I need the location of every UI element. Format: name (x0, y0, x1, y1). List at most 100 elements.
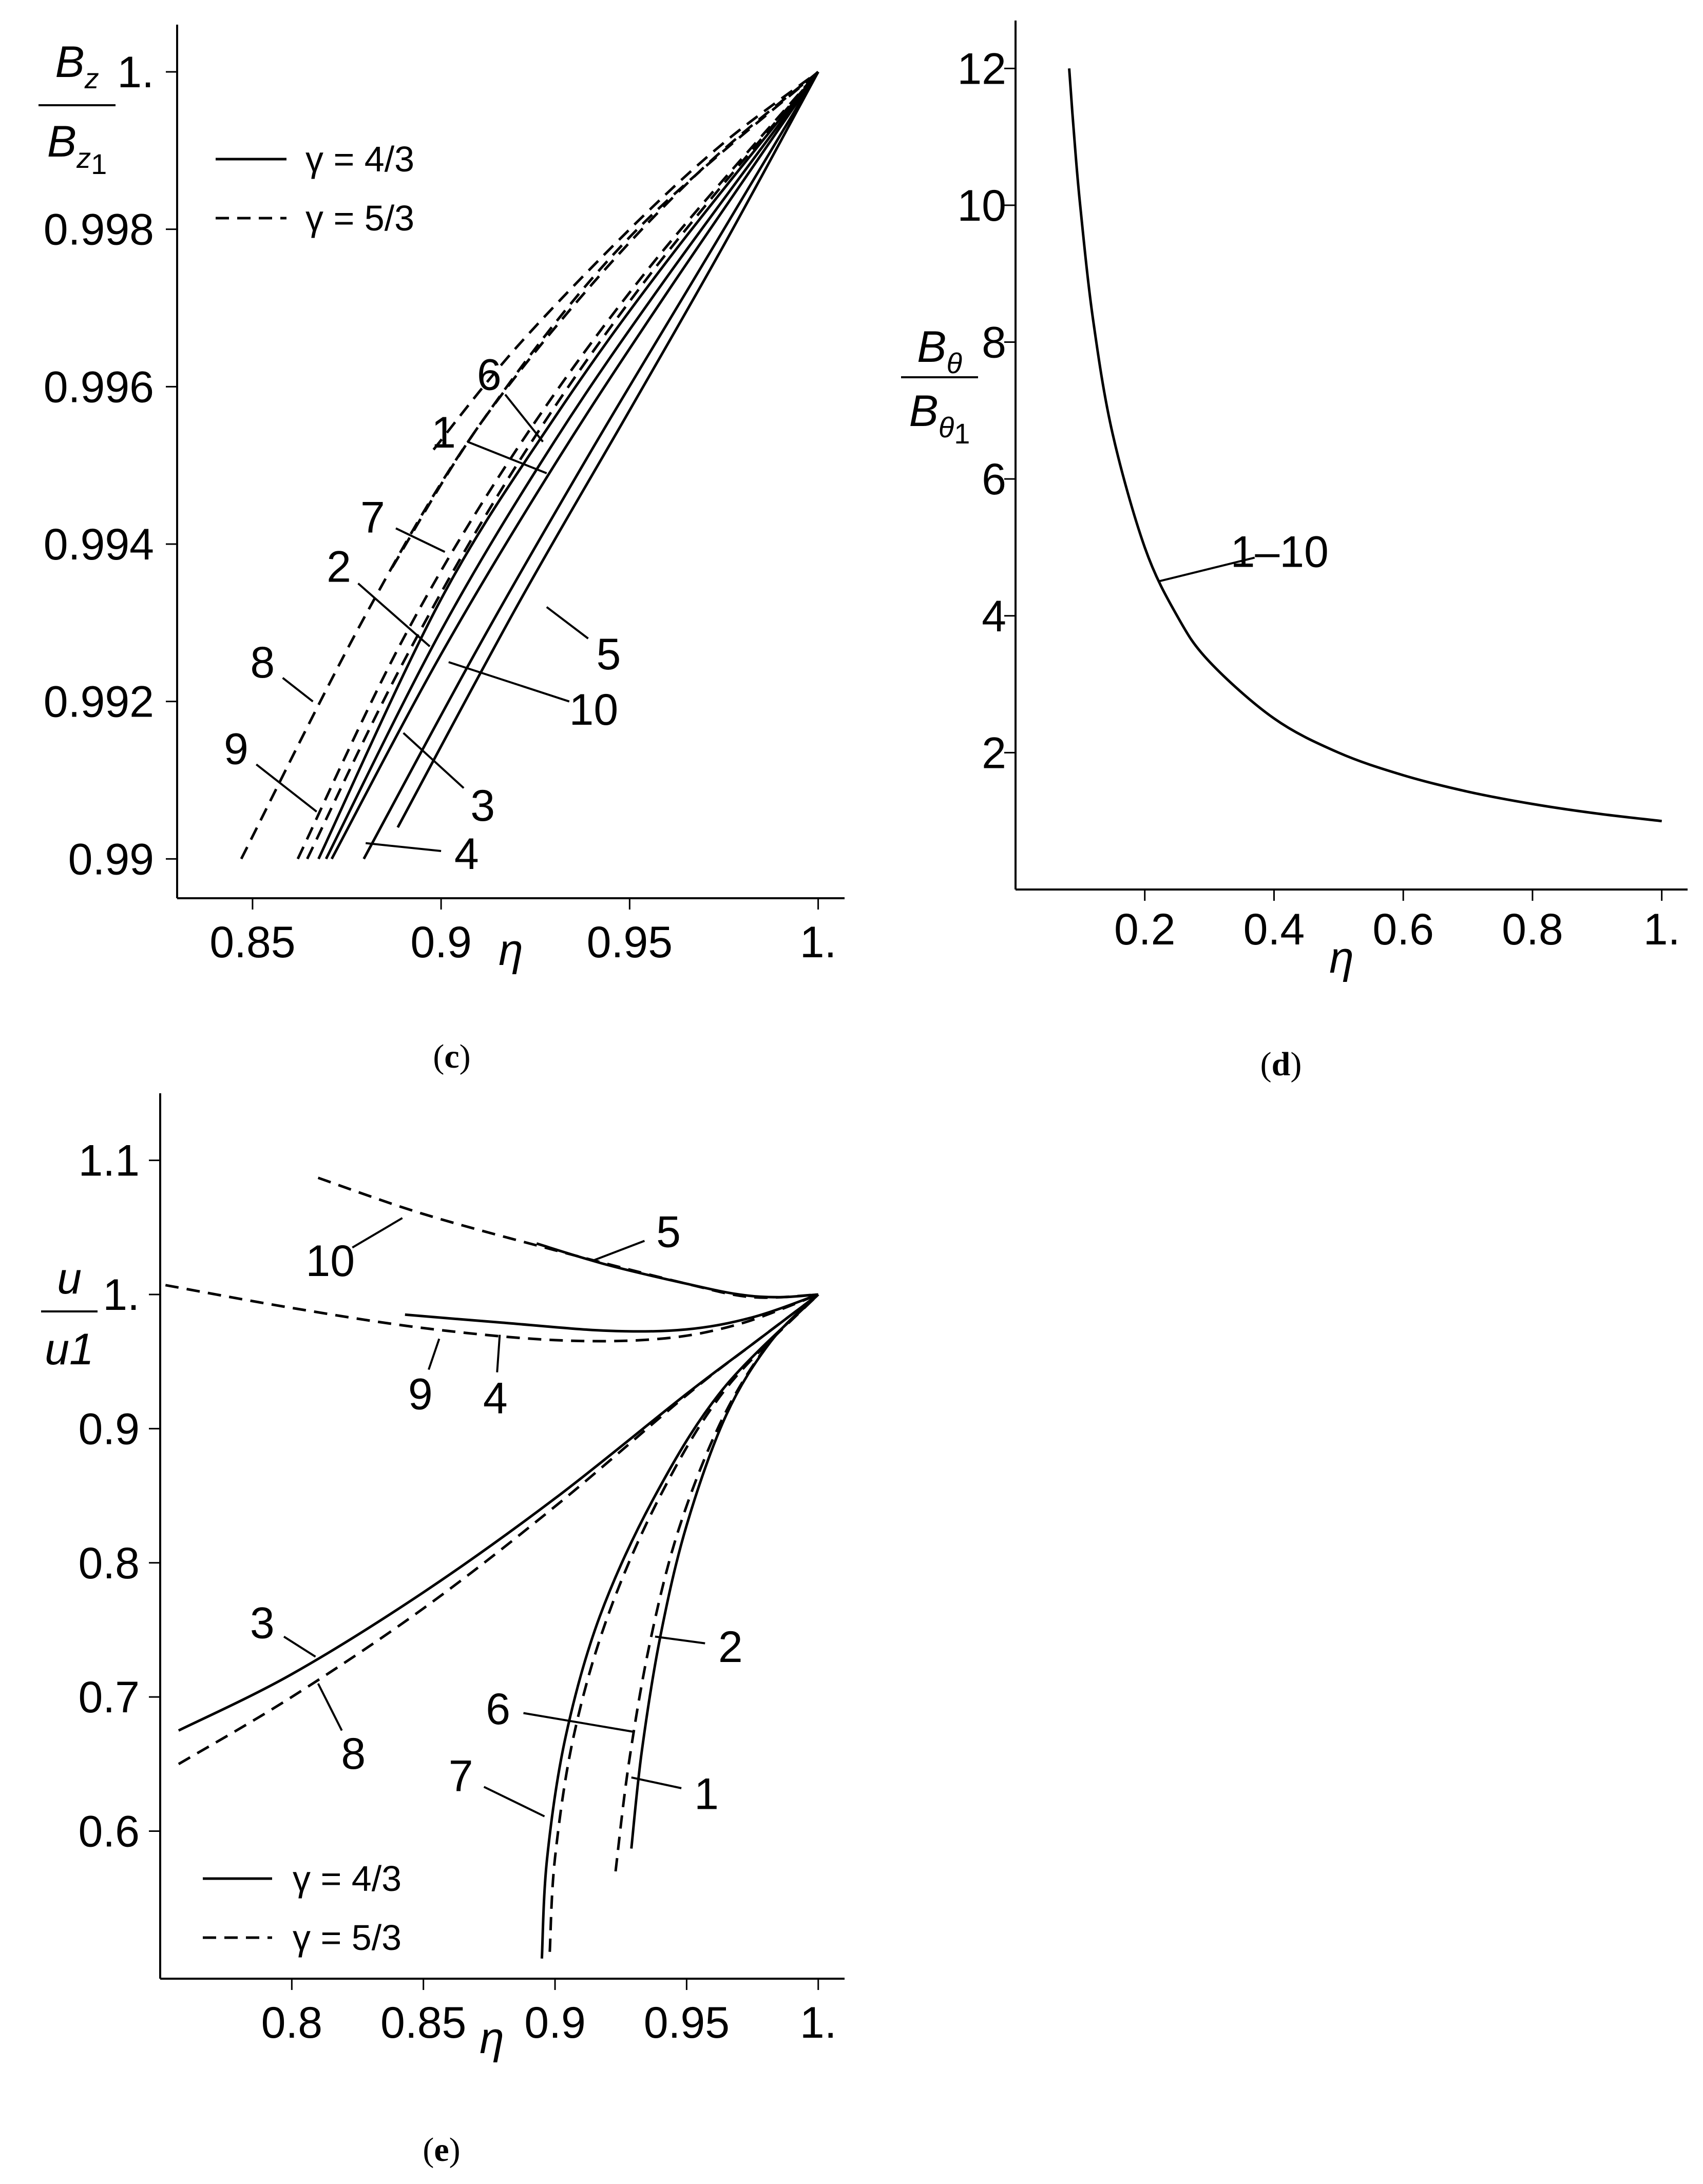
annotation-leader (1157, 556, 1255, 583)
y-tick-label: 0.6 (78, 1807, 140, 1857)
curve-label: 4 (483, 1374, 508, 1423)
curve-label: 10 (305, 1236, 355, 1286)
x-tick-label: 0.95 (587, 918, 673, 967)
svg-text:Bθ: Bθ (917, 322, 962, 379)
curve-label: 3 (470, 781, 495, 830)
x-tick-label: 0.9 (524, 1998, 586, 2047)
panel-c-chart: 0.85 0.9 0.95 1. 0.99 0.992 0.994 0.996 0.998 1. η… (39, 25, 845, 1075)
curve-label: 1 (431, 408, 456, 457)
annotation-leader (403, 732, 465, 789)
series-line-4 (405, 1293, 819, 1333)
legend-label: γ = 4/3 (305, 139, 414, 179)
x-tick-label: 0.9 (410, 918, 472, 967)
annotation-leader (655, 1635, 705, 1645)
annotation-leader (366, 842, 442, 852)
annotation-leader (428, 1338, 441, 1370)
annotation-leader (467, 440, 547, 474)
series-line-9 (165, 1284, 819, 1343)
curve-label: 8 (250, 638, 275, 687)
annotation-leader (448, 661, 570, 703)
curve-label: 9 (408, 1370, 433, 1419)
y-tick-label: 1.1 (78, 1136, 140, 1186)
curve-label: 1–10 (1231, 527, 1329, 576)
curve-label: 10 (569, 685, 619, 735)
x-axis-label: η (1329, 933, 1354, 982)
curve-label: 8 (341, 1729, 366, 1779)
series-line-10 (432, 71, 819, 451)
series-line-2 (324, 71, 819, 860)
x-axis-label: η (499, 925, 523, 975)
x-tick-label: 0.4 (1243, 905, 1305, 954)
curve-label: 5 (596, 630, 621, 679)
curve-label: 4 (454, 829, 479, 879)
y-axis-label: Bθ Bθ1 (901, 322, 978, 450)
annotation-leader (546, 606, 589, 640)
x-tick-label: 1. (1643, 905, 1680, 954)
y-tick-label: 4 (982, 592, 1006, 641)
legend-label: γ = 5/3 (293, 1918, 401, 1958)
y-tick-label: 0.998 (44, 205, 154, 255)
panel-caption: (c) (433, 1038, 470, 1075)
annotation-leader (357, 583, 431, 647)
x-tick-label: 1. (800, 1998, 837, 2047)
x-tick-label: 0.95 (644, 1998, 730, 2047)
y-axis-label: Bz Bz1 (39, 37, 116, 180)
series-line-3 (330, 71, 819, 860)
series-line-10 (317, 1176, 818, 1299)
x-tick-label: 0.8 (1502, 905, 1563, 954)
svg-text:u: u (57, 1254, 82, 1303)
y-tick-label: 10 (957, 181, 1006, 230)
y-tick-label: 0.8 (78, 1539, 140, 1588)
annotation-leader (256, 763, 317, 813)
series-line-2 (614, 1293, 819, 1872)
annotation-leader (283, 1635, 316, 1658)
y-tick-label: 6 (982, 455, 1006, 504)
y-tick-label: 1. (103, 1270, 140, 1320)
annotation-leader (504, 394, 544, 442)
curve-label: 5 (656, 1208, 681, 1257)
curve-label: 1 (694, 1769, 719, 1819)
curve-label: 9 (224, 725, 248, 774)
curve-label: 7 (360, 493, 385, 543)
series-line-1–10 (1068, 68, 1662, 823)
x-tick-label: 0.85 (209, 918, 295, 967)
curve-label: 6 (477, 351, 502, 400)
series-line-1 (317, 71, 819, 860)
y-tick-label: 2 (982, 728, 1006, 778)
annotation-leader (352, 1217, 403, 1249)
annotation-leader (523, 1712, 635, 1733)
series-line-4 (362, 71, 819, 860)
series-line-8 (306, 71, 819, 860)
annotation-leader (483, 1786, 545, 1818)
y-tick-label: 0.7 (78, 1673, 140, 1722)
x-tick-label: 0.85 (380, 1998, 466, 2047)
panel-caption: (d) (1260, 1046, 1302, 1083)
y-tick-label: 1. (117, 48, 154, 97)
series-line-8 (178, 1293, 819, 1765)
series-line-7 (296, 71, 819, 860)
y-tick-label: 0.9 (78, 1404, 140, 1454)
x-tick-label: 0.6 (1372, 905, 1434, 954)
x-axis-label: η (480, 2014, 504, 2063)
series-line-1 (630, 1293, 819, 1849)
legend-label: γ = 4/3 (293, 1859, 401, 1899)
svg-text:Bz1: Bz1 (47, 117, 107, 180)
annotation-leader (395, 527, 446, 553)
curve-label: 6 (486, 1685, 510, 1734)
annotation-leader (591, 1240, 645, 1262)
series-line-7 (540, 1293, 819, 1959)
legend-label: γ = 5/3 (305, 198, 414, 238)
x-tick-label: 1. (800, 918, 837, 967)
curve-label: 2 (718, 1622, 743, 1672)
annotation-leader (496, 1335, 501, 1373)
panel-caption: (e) (423, 2131, 460, 2169)
annotation-leader (631, 1776, 682, 1789)
svg-text:Bθ1: Bθ1 (909, 386, 970, 450)
y-tick-label: 0.996 (44, 362, 154, 412)
curve-label: 3 (250, 1599, 275, 1648)
y-tick-label: 0.992 (44, 678, 154, 727)
curve-label: 7 (449, 1751, 473, 1801)
annotation-leader (317, 1683, 343, 1731)
x-tick-label: 0.8 (261, 1998, 323, 2047)
